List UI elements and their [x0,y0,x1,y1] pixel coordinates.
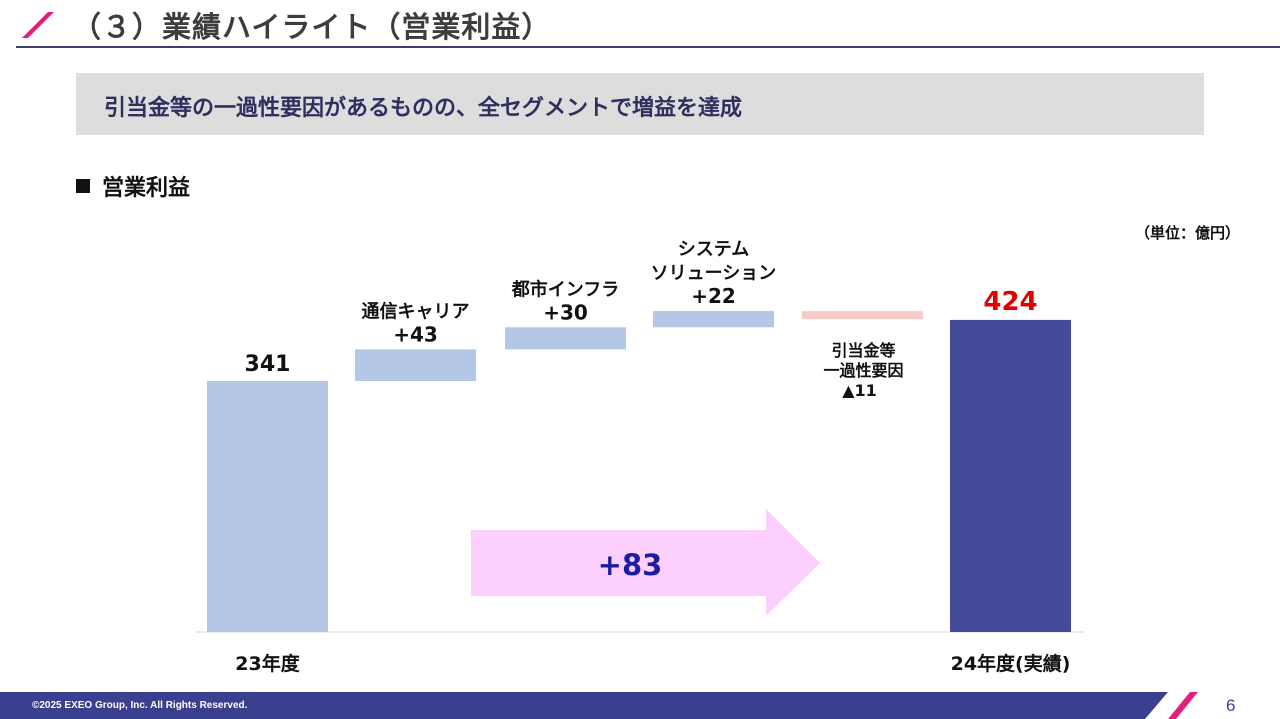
growth-arrow [471,509,820,616]
value-label: 424 [983,287,1037,317]
footer-bar [0,692,1198,719]
page-number: 6 [1226,696,1236,715]
unit-label: （単位：億円） [1135,224,1241,242]
header-divider [16,46,1280,48]
value-label: ▲11 [842,381,877,400]
section-title: 営業利益 [102,176,191,201]
bar-0 [207,381,328,632]
section-heading: 営業利益 [76,170,190,202]
category-label: 24年度(実績) [951,652,1071,675]
category-label: 引当金等 [831,341,895,360]
category-label: システム [678,239,749,260]
bar-4 [802,311,923,320]
bar-1 [355,349,476,381]
bar-2 [505,327,626,350]
value-label: +22 [691,284,736,308]
category-label: 通信キャリア [362,300,470,322]
waterfall-chart: +83 23年度 341 通信キャリア+43 都市インフラ+30 システムソリューション+… [195,239,1085,675]
value-label: +43 [393,322,438,346]
copyright-text: ©2025 EXEO Group, Inc. All Rights Reserv… [32,700,248,711]
bar-5 [950,319,1071,632]
growth-label: +83 [598,548,663,582]
value-label: +30 [543,300,588,324]
bar-3 [653,311,774,328]
category-label: 一過性要因 [823,361,903,380]
category-label: 都市インフラ [511,278,619,300]
category-label: ソリューション [651,263,777,284]
summary-banner: 引当金等の一過性要因があるものの、全セグメントで増益を達成 [76,73,1204,135]
page-title: （３）業績ハイライト（営業利益） [72,10,552,44]
value-label: 341 [245,352,291,377]
summary-text: 引当金等の一過性要因があるものの、全セグメントで増益を達成 [104,96,743,121]
square-bullet-icon [76,179,90,193]
category-label: 23年度 [235,652,300,675]
header-slash-icon [22,12,54,38]
